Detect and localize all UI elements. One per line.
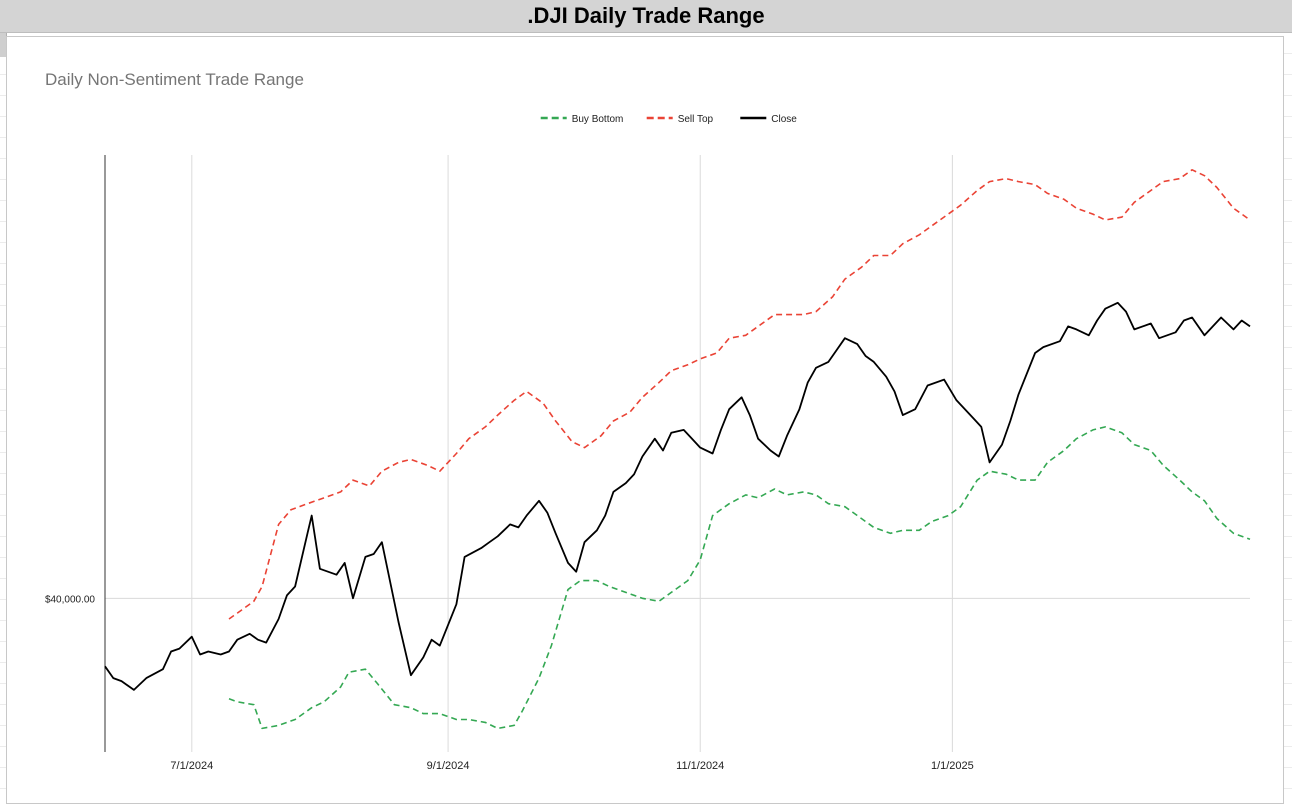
x-tick-label: 9/1/2024 (427, 760, 470, 772)
legend-label: Sell Top (678, 114, 714, 125)
series-line-close (104, 301, 1251, 691)
x-tick-label: 1/1/2025 (931, 760, 974, 772)
chart-legend: Buy Bottom Sell Top Close (540, 114, 797, 125)
window-title: .DJI Daily Trade Range (527, 3, 765, 28)
chart-title: Daily Non-Sentiment Trade Range (45, 70, 304, 89)
y-tick-label: $40,000.00 (45, 594, 95, 605)
series-line-sell-top (228, 169, 1251, 620)
legend-label: Close (771, 114, 797, 125)
window-title-bar: .DJI Daily Trade Range (0, 0, 1292, 33)
x-tick-label: 11/1/2024 (676, 760, 724, 772)
chart-axes: 7/1/2024 9/1/2024 11/1/2024 1/1/2025 $40,000… (45, 155, 974, 772)
legend-label: Buy Bottom (572, 114, 624, 125)
chart-gridlines (105, 155, 1250, 752)
chart-frame[interactable] (6, 36, 1284, 804)
series-line-buy-bottom (228, 426, 1251, 730)
chart-series-group (104, 169, 1251, 730)
x-tick-label: 7/1/2024 (170, 760, 213, 772)
